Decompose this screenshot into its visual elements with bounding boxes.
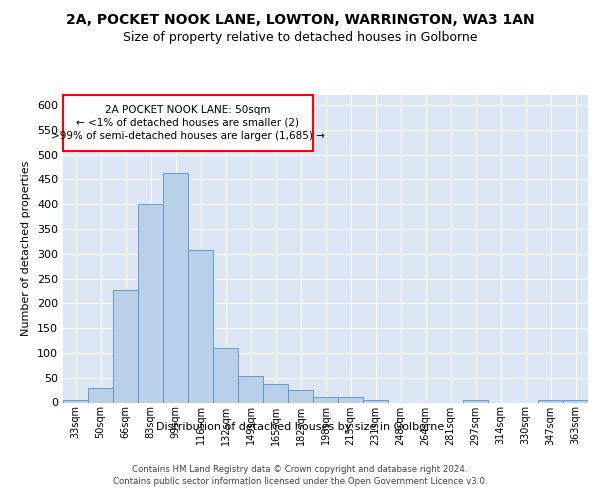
FancyBboxPatch shape [63, 95, 313, 150]
Bar [363, 400, 388, 402]
Text: Contains HM Land Registry data © Crown copyright and database right 2024.: Contains HM Land Registry data © Crown c… [132, 465, 468, 474]
Bar [188, 250, 213, 402]
Text: Size of property relative to detached houses in Golborne: Size of property relative to detached ho… [123, 31, 477, 44]
Bar [538, 400, 563, 402]
Text: 2A POCKET NOOK LANE: 50sqm
← <1% of detached houses are smaller (2)
>99% of semi: 2A POCKET NOOK LANE: 50sqm ← <1% of deta… [51, 104, 325, 141]
Bar [113, 290, 138, 403]
Bar [288, 390, 313, 402]
Bar [238, 376, 263, 402]
Text: 2A, POCKET NOOK LANE, LOWTON, WARRINGTON, WA3 1AN: 2A, POCKET NOOK LANE, LOWTON, WARRINGTON… [65, 12, 535, 26]
Bar [163, 173, 188, 402]
Text: Contains public sector information licensed under the Open Government Licence v3: Contains public sector information licen… [113, 478, 487, 486]
Text: Distribution of detached houses by size in Golborne: Distribution of detached houses by size … [156, 422, 444, 432]
Bar [563, 400, 588, 402]
Bar [463, 400, 488, 402]
Bar [213, 348, 238, 403]
Bar [338, 397, 363, 402]
Bar [63, 400, 88, 402]
Y-axis label: Number of detached properties: Number of detached properties [22, 161, 31, 336]
Bar [263, 384, 288, 402]
Bar [138, 204, 163, 402]
Bar [313, 396, 338, 402]
Bar [88, 388, 113, 402]
